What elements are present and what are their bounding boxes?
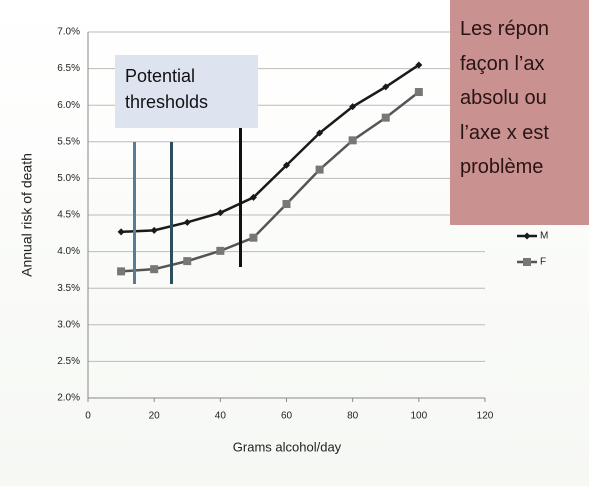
marker: [183, 218, 191, 226]
marker: [283, 161, 290, 169]
marker: [349, 103, 357, 111]
marker: [348, 136, 357, 145]
marker: [150, 265, 159, 274]
comment-line: absolu ou: [460, 87, 547, 109]
threshold-line: [133, 142, 136, 284]
threshold-line: [239, 122, 242, 267]
marker: [523, 232, 531, 240]
marker: [249, 193, 257, 201]
y-tick-label: 3.5%: [57, 283, 80, 294]
y-tick-label: 6.0%: [57, 100, 80, 111]
y-tick-label: 3.0%: [57, 319, 80, 330]
marker: [150, 226, 158, 234]
marker: [415, 61, 423, 69]
y-tick-label: 5.5%: [57, 136, 80, 147]
comment-line: l’axe x est: [460, 121, 549, 144]
comment-box: Les répon façon l’ax absolu ou l’axe x e…: [450, 0, 589, 225]
x-tick-label: 80: [347, 411, 359, 422]
marker: [382, 83, 390, 91]
x-tick-label: 40: [215, 411, 227, 422]
y-tick-label: 4.0%: [57, 246, 80, 257]
marker: [315, 165, 324, 174]
marker: [316, 129, 324, 137]
marker: [414, 88, 423, 97]
marker: [381, 113, 390, 122]
y-axis-title: Annual risk of death: [19, 153, 35, 277]
marker: [117, 267, 126, 276]
marker: [117, 228, 125, 236]
comment-line: Les répon: [460, 18, 549, 40]
x-tick-label: 0: [85, 411, 91, 422]
x-axis-title: Grams alcohol/day: [233, 439, 342, 454]
marker: [183, 257, 192, 266]
comment-line: problème: [460, 156, 544, 178]
comment-line: façon l’ax: [460, 52, 545, 75]
x-tick-label: 100: [410, 411, 427, 422]
threshold-label: Potential thresholds: [115, 55, 258, 128]
marker: [249, 233, 258, 242]
y-tick-label: 5.0%: [57, 173, 80, 184]
marker: [216, 246, 225, 255]
y-tick-label: 2.0%: [57, 393, 80, 404]
y-tick-label: 4.5%: [57, 210, 80, 221]
y-tick-label: 7.0%: [57, 27, 80, 38]
x-tick-label: 20: [149, 411, 161, 422]
y-tick-label: 6.5%: [57, 63, 80, 74]
x-tick-label: 60: [281, 411, 293, 422]
marker: [282, 200, 291, 209]
x-tick-label: 120: [477, 411, 494, 422]
marker: [523, 258, 531, 266]
y-tick-label: 2.5%: [57, 356, 80, 367]
marker: [216, 209, 224, 217]
threshold-line: [170, 142, 173, 284]
legend-label: F: [540, 257, 546, 268]
legend-label: M: [540, 231, 548, 242]
